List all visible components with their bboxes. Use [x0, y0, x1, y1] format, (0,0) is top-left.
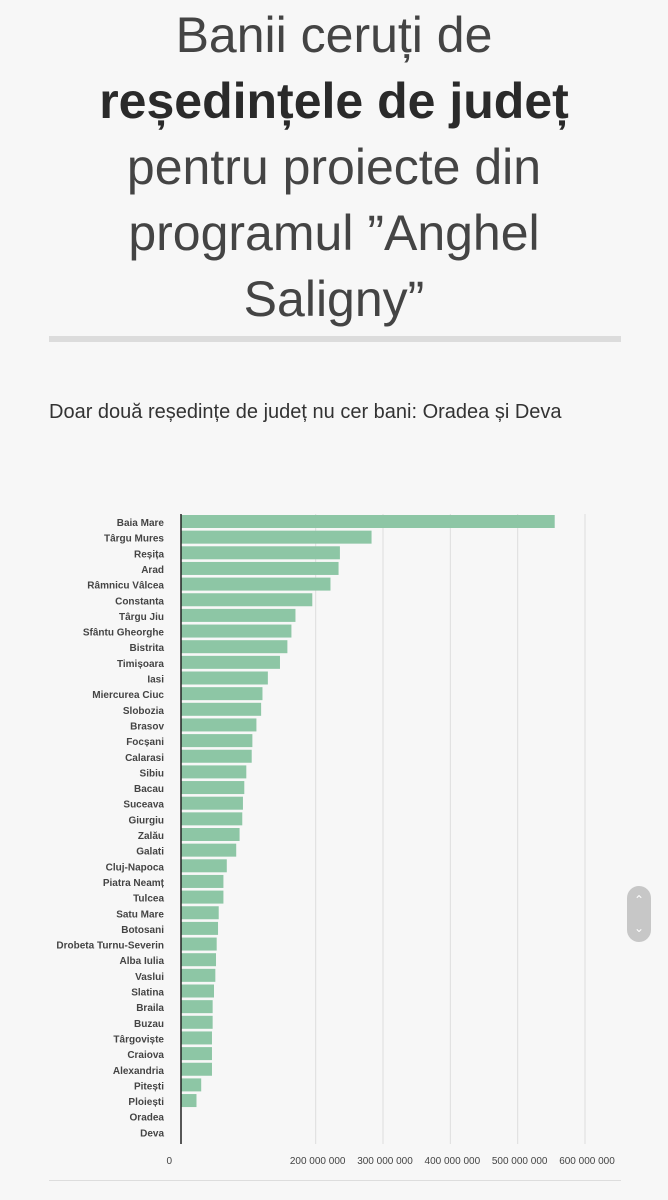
- bar: [181, 1078, 202, 1092]
- category-label: Focșani: [126, 737, 164, 748]
- headline: Banii ceruți de reședințele de județ pen…: [20, 2, 648, 332]
- category-label: Botosani: [121, 925, 164, 936]
- category-label: Sibiu: [140, 768, 164, 779]
- bar: [181, 1015, 213, 1029]
- headline-bold: reședințele de județ: [99, 73, 569, 129]
- x-tick-label: 500 000 000: [492, 1156, 548, 1167]
- category-label: Deva: [140, 1128, 164, 1139]
- title-divider: [49, 336, 621, 342]
- category-label: Tulcea: [133, 894, 164, 905]
- category-label: Pitești: [134, 1081, 164, 1092]
- bar: [181, 812, 243, 826]
- category-label: Bistrita: [130, 643, 165, 654]
- x-tick-label: 0: [166, 1156, 172, 1167]
- bar: [181, 984, 214, 998]
- category-label: Vaslui: [135, 972, 164, 983]
- category-label: Drobeta Turnu-Severin: [56, 941, 164, 952]
- bar: [181, 796, 243, 810]
- bar: [181, 921, 219, 935]
- bar: [181, 953, 217, 967]
- bar: [181, 608, 296, 622]
- chevron-down-icon[interactable]: ⌄: [633, 921, 645, 935]
- bar: [181, 546, 340, 560]
- category-label: Calarasi: [125, 753, 164, 764]
- category-label: Brasov: [130, 721, 164, 732]
- headline-line-3: pentru proiecte din: [126, 139, 542, 195]
- x-tick-label: 400 000 000: [425, 1156, 481, 1167]
- bottom-divider: [49, 1180, 621, 1181]
- bar: [181, 890, 224, 904]
- bar: [181, 828, 240, 841]
- category-label: Oradea: [130, 1113, 165, 1124]
- category-label: Târgoviște: [113, 1034, 164, 1045]
- category-label: Reșița: [134, 549, 164, 560]
- bar: [181, 655, 280, 669]
- category-label: Alba Iulia: [120, 956, 165, 967]
- chevron-up-icon[interactable]: ⌃: [633, 893, 645, 907]
- category-label: Constanta: [115, 596, 164, 607]
- bar: [181, 561, 339, 575]
- bar: [181, 1031, 212, 1045]
- bar-chart: 0 200 000 000 300 000 000 400 000 000 500 00…: [56, 514, 615, 1167]
- category-label: Târgu Mures: [104, 534, 164, 545]
- category-label: Baia Mare: [117, 518, 165, 529]
- bar: [181, 937, 217, 951]
- category-label: Râmnicu Vâlcea: [87, 581, 164, 592]
- bar: [181, 515, 555, 528]
- headline-line-5: Saligny”: [243, 271, 425, 327]
- bar: [181, 843, 237, 857]
- category-label: Slatina: [131, 988, 164, 999]
- category-label: Satu Mare: [116, 909, 164, 920]
- category-label: Arad: [141, 565, 164, 576]
- category-label: Miercurea Ciuc: [92, 690, 164, 701]
- scroll-widget[interactable]: ⌃ ⌄: [627, 886, 651, 942]
- bar: [181, 874, 224, 888]
- category-label: Piatra Neamț: [103, 878, 165, 889]
- bar: [181, 687, 263, 701]
- bar: [181, 624, 292, 638]
- bar: [181, 734, 253, 748]
- bar: [181, 859, 227, 873]
- bar: [181, 671, 268, 685]
- bar: [181, 1094, 197, 1108]
- category-label: Suceava: [123, 800, 164, 811]
- x-tick-label: 300 000 000: [357, 1156, 413, 1167]
- bar: [181, 702, 262, 716]
- bar: [181, 1000, 213, 1014]
- bar: [181, 640, 288, 654]
- category-label: Târgu Jiu: [119, 612, 164, 623]
- category-label: Bacau: [134, 784, 164, 795]
- bar: [181, 593, 313, 607]
- category-label: Galati: [136, 847, 164, 858]
- category-label: Ploiești: [128, 1097, 164, 1108]
- bar: [181, 906, 219, 920]
- bar: [181, 718, 257, 732]
- bar: [181, 749, 252, 763]
- bar: [181, 1047, 212, 1061]
- bar: [181, 530, 372, 544]
- category-label: Alexandria: [113, 1066, 165, 1077]
- category-label: Timișoara: [117, 659, 164, 670]
- x-tick-label: 600 000 000: [559, 1156, 615, 1167]
- category-label: Cluj-Napoca: [106, 862, 165, 873]
- chart-title: Doar două reședințe de județ nu cer bani…: [49, 401, 562, 423]
- bar: [181, 1062, 212, 1076]
- category-label: Sfântu Gheorghe: [83, 628, 165, 639]
- bar: [181, 577, 331, 591]
- x-tick-label: 200 000 000: [290, 1156, 346, 1167]
- category-label: Craiova: [127, 1050, 164, 1061]
- bar: [181, 968, 216, 982]
- category-label: Braila: [136, 1003, 164, 1014]
- category-label: Giurgiu: [128, 815, 164, 826]
- headline-line-4: programul ”Anghel: [128, 205, 540, 261]
- bar: [181, 781, 245, 795]
- category-label: Buzau: [134, 1019, 164, 1030]
- bar: [181, 765, 247, 779]
- category-label: Iasi: [147, 675, 164, 686]
- category-label: Slobozia: [123, 706, 165, 717]
- headline-line-1: Banii ceruți de: [175, 7, 493, 63]
- category-label: Zalău: [138, 831, 164, 842]
